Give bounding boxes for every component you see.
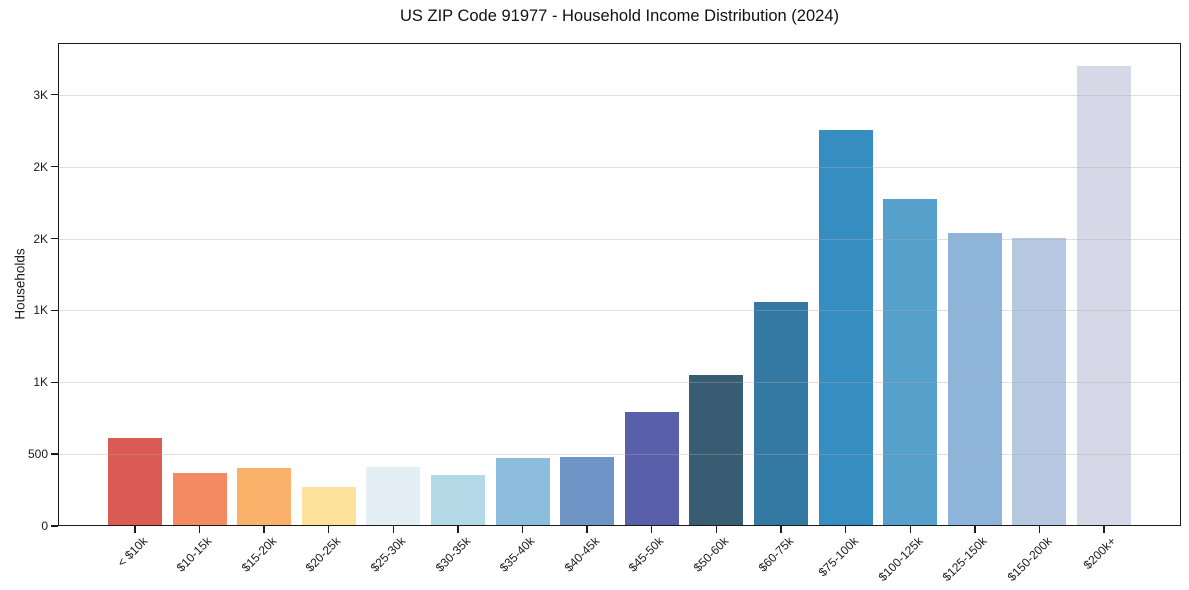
- y-tick-mark: [51, 94, 58, 96]
- x-tick-label: $50-60k: [690, 534, 732, 575]
- x-tick-label: < $10k: [114, 534, 150, 570]
- x-tick-label: $125-150k: [939, 534, 990, 585]
- x-tick-mark: [1103, 526, 1105, 533]
- x-tick-mark: [1038, 526, 1041, 533]
- x-tick-label: $15-20k: [238, 534, 280, 575]
- x-tick-mark: [974, 526, 976, 533]
- bar--50-60k: [689, 374, 744, 526]
- bar--125-150k: [947, 233, 1002, 526]
- x-tick-label: $40-45k: [561, 534, 603, 575]
- x-tick-mark: [586, 526, 588, 533]
- y-tick-mark: [51, 237, 58, 240]
- x-tick-label: $35-40k: [496, 534, 538, 575]
- y-tick-label: 3K: [33, 87, 48, 102]
- x-tick-mark: [457, 526, 459, 533]
- gridline: [58, 382, 1181, 384]
- bar--100-125k: [883, 198, 938, 526]
- bar--30-35k: [430, 474, 485, 526]
- gridline: [58, 454, 1181, 456]
- x-tick-mark: [134, 526, 136, 533]
- gridline: [58, 310, 1181, 312]
- y-tick-mark: [51, 165, 58, 168]
- y-tick-mark: [51, 525, 58, 527]
- bar--20-25k: [301, 487, 356, 526]
- bar--10k: [107, 437, 162, 526]
- bar--150-200k: [1012, 237, 1067, 526]
- y-tick-label: 1K: [33, 375, 48, 390]
- x-tick-mark: [392, 526, 395, 533]
- chart-title: US ZIP Code 91977 - Household Income Dis…: [399, 7, 839, 25]
- y-tick-label: 2K: [33, 159, 48, 174]
- x-tick-mark: [263, 526, 265, 533]
- y-tick-mark: [51, 381, 58, 383]
- bar--10-15k: [172, 472, 227, 526]
- x-tick-label: $75-100k: [815, 534, 861, 580]
- bar--200k+: [1077, 66, 1132, 526]
- x-tick-mark: [521, 526, 524, 533]
- x-tick-mark: [328, 526, 330, 533]
- x-tick-mark: [715, 526, 718, 533]
- x-tick-mark: [844, 526, 847, 533]
- x-tick-label: $10-15k: [173, 534, 215, 575]
- bar--75-100k: [818, 129, 873, 526]
- x-tick-mark: [651, 526, 653, 533]
- x-tick-mark: [780, 526, 782, 533]
- y-tick-label: 0: [41, 519, 48, 533]
- y-tick-label: 2K: [33, 231, 48, 246]
- y-tick-label: 500: [27, 447, 48, 462]
- x-tick-mark: [909, 526, 911, 533]
- gridline: [58, 166, 1181, 168]
- y-tick-mark: [51, 309, 58, 312]
- bar--35-40k: [495, 457, 550, 526]
- bar--60-75k: [754, 302, 809, 526]
- bar--40-45k: [560, 456, 615, 526]
- x-tick-label: $30-35k: [432, 534, 473, 575]
- plot-area: [58, 43, 1181, 526]
- x-tick-label: $60-75k: [755, 534, 796, 575]
- x-tick-label: $20-25k: [303, 534, 344, 575]
- x-tick-mark: [198, 526, 201, 533]
- x-tick-label: $200k+: [1081, 534, 1119, 572]
- y-tick-mark: [51, 453, 58, 455]
- x-tick-label: $25-30k: [367, 534, 409, 575]
- gridline: [58, 238, 1181, 240]
- bar--25-30k: [366, 467, 421, 526]
- bar--45-50k: [624, 412, 679, 526]
- bar--15-20k: [237, 468, 292, 526]
- gridline: [58, 94, 1181, 96]
- x-tick-label: $150-200k: [1004, 534, 1055, 585]
- x-tick-label: $100-125k: [875, 534, 926, 585]
- y-tick-label: 1K: [33, 303, 48, 318]
- x-tick-label: $45-50k: [626, 534, 667, 575]
